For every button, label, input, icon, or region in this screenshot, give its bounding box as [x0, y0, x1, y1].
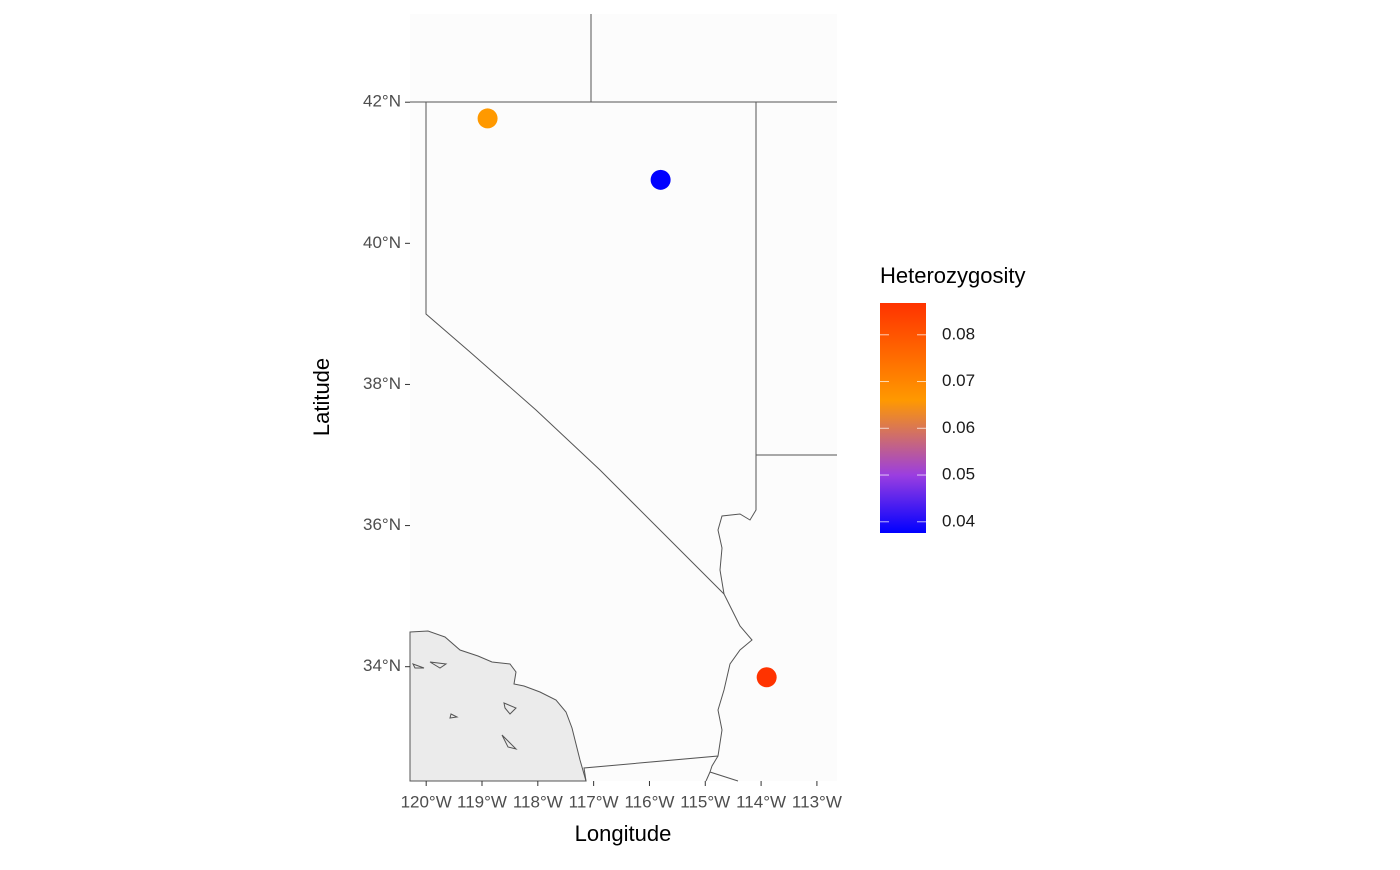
x-axis-title: Longitude [575, 821, 672, 846]
site-point [477, 108, 498, 129]
site-point [756, 667, 777, 688]
x-tick-label: 120°W [401, 792, 452, 811]
x-tick-label: 118°W [513, 792, 563, 811]
x-tick-label: 117°W [569, 792, 619, 811]
colorbar-label: 0.05 [942, 465, 975, 484]
colorbar [880, 303, 926, 533]
colorbar-label: 0.04 [942, 511, 975, 530]
x-tick-label: 113°W [792, 792, 842, 811]
y-tick-label: 40°N [363, 233, 401, 252]
colorbar-label: 0.06 [942, 418, 975, 437]
x-tick-label: 116°W [624, 792, 674, 811]
y-tick-label: 38°N [363, 374, 401, 393]
basemap [409, 14, 837, 782]
x-tick-label: 114°W [736, 792, 786, 811]
colorbar-label: 0.07 [942, 371, 975, 390]
panel [410, 14, 837, 781]
y-tick-label: 36°N [363, 515, 401, 534]
y-axis-title: Latitude [309, 358, 334, 436]
y-tick-label: 42°N [363, 92, 401, 111]
x-tick-label: 119°W [457, 792, 507, 811]
colorbar-label: 0.08 [942, 324, 975, 343]
site-point [650, 169, 671, 190]
x-tick-label: 115°W [680, 792, 730, 811]
y-tick-label: 34°N [363, 656, 401, 675]
legend-title: Heterozygosity [880, 263, 1026, 288]
